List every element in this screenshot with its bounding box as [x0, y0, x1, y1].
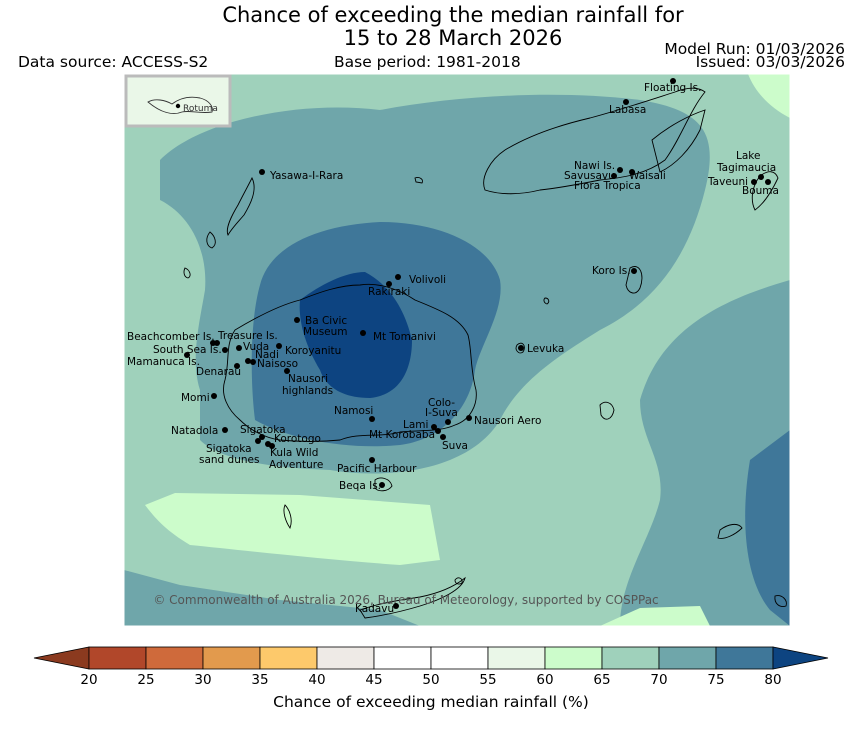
svg-text:Waisali: Waisali: [629, 170, 666, 182]
colorbar-segment: [430, 646, 489, 670]
svg-text:Flora Tropica: Flora Tropica: [574, 180, 641, 192]
issued-label: Issued: 03/03/2026: [695, 53, 845, 71]
svg-text:South Sea Is.: South Sea Is.: [153, 344, 222, 356]
colorbar-tick-label: 20: [80, 672, 98, 688]
svg-text:Floating Is.: Floating Is.: [644, 82, 701, 94]
svg-text:Nausori: Nausori: [288, 373, 328, 385]
svg-text:Beqa Is.: Beqa Is.: [339, 480, 381, 492]
svg-text:Mt Tomanivi: Mt Tomanivi: [373, 331, 436, 343]
svg-text:Labasa: Labasa: [609, 104, 646, 116]
svg-text:Nausori Aero: Nausori Aero: [474, 415, 541, 427]
colorbar-tick-label: 65: [593, 672, 611, 688]
svg-text:Mamanuca Is.: Mamanuca Is.: [127, 356, 200, 368]
svg-text:Museum: Museum: [303, 326, 348, 338]
svg-text:Yasawa-I-Rara: Yasawa-I-Rara: [269, 170, 343, 182]
colorbar-extend-high: [772, 646, 829, 670]
svg-text:Ba Civic: Ba Civic: [305, 315, 347, 327]
svg-text:highlands: highlands: [282, 385, 333, 397]
svg-text:Denarau: Denarau: [196, 366, 241, 378]
svg-text:Momi: Momi: [181, 392, 210, 404]
colorbar-tick-label: 55: [479, 672, 497, 688]
svg-text:Namosi: Namosi: [334, 405, 373, 417]
svg-text:Naisoso: Naisoso: [257, 358, 298, 370]
svg-text:Taveuni: Taveuni: [707, 176, 748, 188]
colorbar-tick-label: 70: [650, 672, 668, 688]
copyright-notice: © Commonwealth of Australia 2026, Bureau…: [153, 593, 658, 607]
svg-text:Volivoli: Volivoli: [409, 274, 446, 286]
rotuma-label: Rotuma: [183, 104, 218, 114]
svg-text:Sigatoka: Sigatoka: [206, 443, 252, 455]
colorbar-tick-label: 30: [194, 672, 212, 688]
svg-text:Lami: Lami: [403, 419, 428, 431]
rotuma-inset: Rotuma: [124, 74, 232, 128]
svg-text:Colo-: Colo-: [428, 397, 455, 409]
svg-text:Mt Korobaba: Mt Korobaba: [369, 429, 435, 441]
colorbar-segment: [202, 646, 261, 670]
model-run-label: Model Run: 01/03/2026: [664, 40, 845, 58]
svg-text:Sigatoka: Sigatoka: [240, 424, 286, 436]
svg-text:Vuda: Vuda: [243, 341, 269, 353]
svg-text:Treasure Is.: Treasure Is.: [217, 330, 278, 342]
svg-text:Savusavu: Savusavu: [564, 170, 615, 182]
colorbar-tick-label: 50: [422, 672, 440, 688]
svg-text:Nadi: Nadi: [255, 349, 279, 361]
svg-text:Koro Is.: Koro Is.: [592, 265, 631, 277]
base-period-label: Base period: 1981-2018: [334, 53, 521, 71]
svg-text:Rakiraki: Rakiraki: [368, 286, 410, 298]
svg-text:Korotogo: Korotogo: [274, 433, 321, 445]
svg-text:I-Suva: I-Suva: [425, 407, 458, 419]
colorbar-tick-label: 45: [365, 672, 383, 688]
svg-text:Suva: Suva: [442, 440, 468, 452]
colorbar-segment: [145, 646, 204, 670]
svg-text:Bouma: Bouma: [742, 185, 779, 197]
colorbar-tick-label: 40: [308, 672, 326, 688]
map-title-line-1: Chance of exceeding the median rainfall …: [222, 3, 684, 27]
map-title-line-2: 15 to 28 March 2026: [343, 26, 563, 50]
colorbar: [33, 646, 829, 670]
colorbar-tick-label: 25: [137, 672, 155, 688]
svg-text:Kula Wild: Kula Wild: [270, 447, 318, 459]
colorbar-tick-label: 80: [764, 672, 782, 688]
colorbar-segment: [544, 646, 603, 670]
colorbar-segment: [601, 646, 660, 670]
svg-text:Adventure: Adventure: [269, 459, 323, 471]
colorbar-tick-label: 60: [536, 672, 554, 688]
svg-text:Natadola: Natadola: [171, 425, 218, 437]
colorbar-tick-label: 75: [707, 672, 725, 688]
svg-text:Levuka: Levuka: [527, 343, 564, 355]
svg-text:sand dunes: sand dunes: [199, 454, 259, 466]
colorbar-segment: [487, 646, 546, 670]
svg-text:Nawi Is.: Nawi Is.: [574, 160, 615, 172]
colorbar-extend-low: [33, 646, 90, 670]
svg-text:Tagimaucia: Tagimaucia: [716, 162, 776, 174]
colorbar-segment: [316, 646, 375, 670]
colorbar-segment: [88, 646, 147, 670]
coastlines: [183, 87, 787, 619]
colorbar-segment: [259, 646, 318, 670]
colorbar-segment: [373, 646, 432, 670]
svg-text:Lake: Lake: [736, 150, 760, 162]
data-source-label: Data source: ACCESS-S2: [18, 53, 209, 71]
svg-text:Beachcomber Is.: Beachcomber Is.: [127, 331, 215, 343]
colorbar-tick-label: 35: [251, 672, 269, 688]
svg-text:Kadavu: Kadavu: [355, 603, 394, 615]
colorbar-segment: [658, 646, 717, 670]
svg-text:Koroyanitu: Koroyanitu: [285, 345, 341, 357]
place-markers: [184, 78, 771, 609]
probability-contours: [124, 74, 790, 626]
colorbar-segment: [715, 646, 774, 670]
colorbar-label: Chance of exceeding median rainfall (%): [273, 693, 589, 711]
place-labels: Floating Is. Labasa Yasawa-I-Rara Nawi I…: [127, 82, 779, 615]
svg-text:Pacific Harbour: Pacific Harbour: [337, 463, 417, 475]
